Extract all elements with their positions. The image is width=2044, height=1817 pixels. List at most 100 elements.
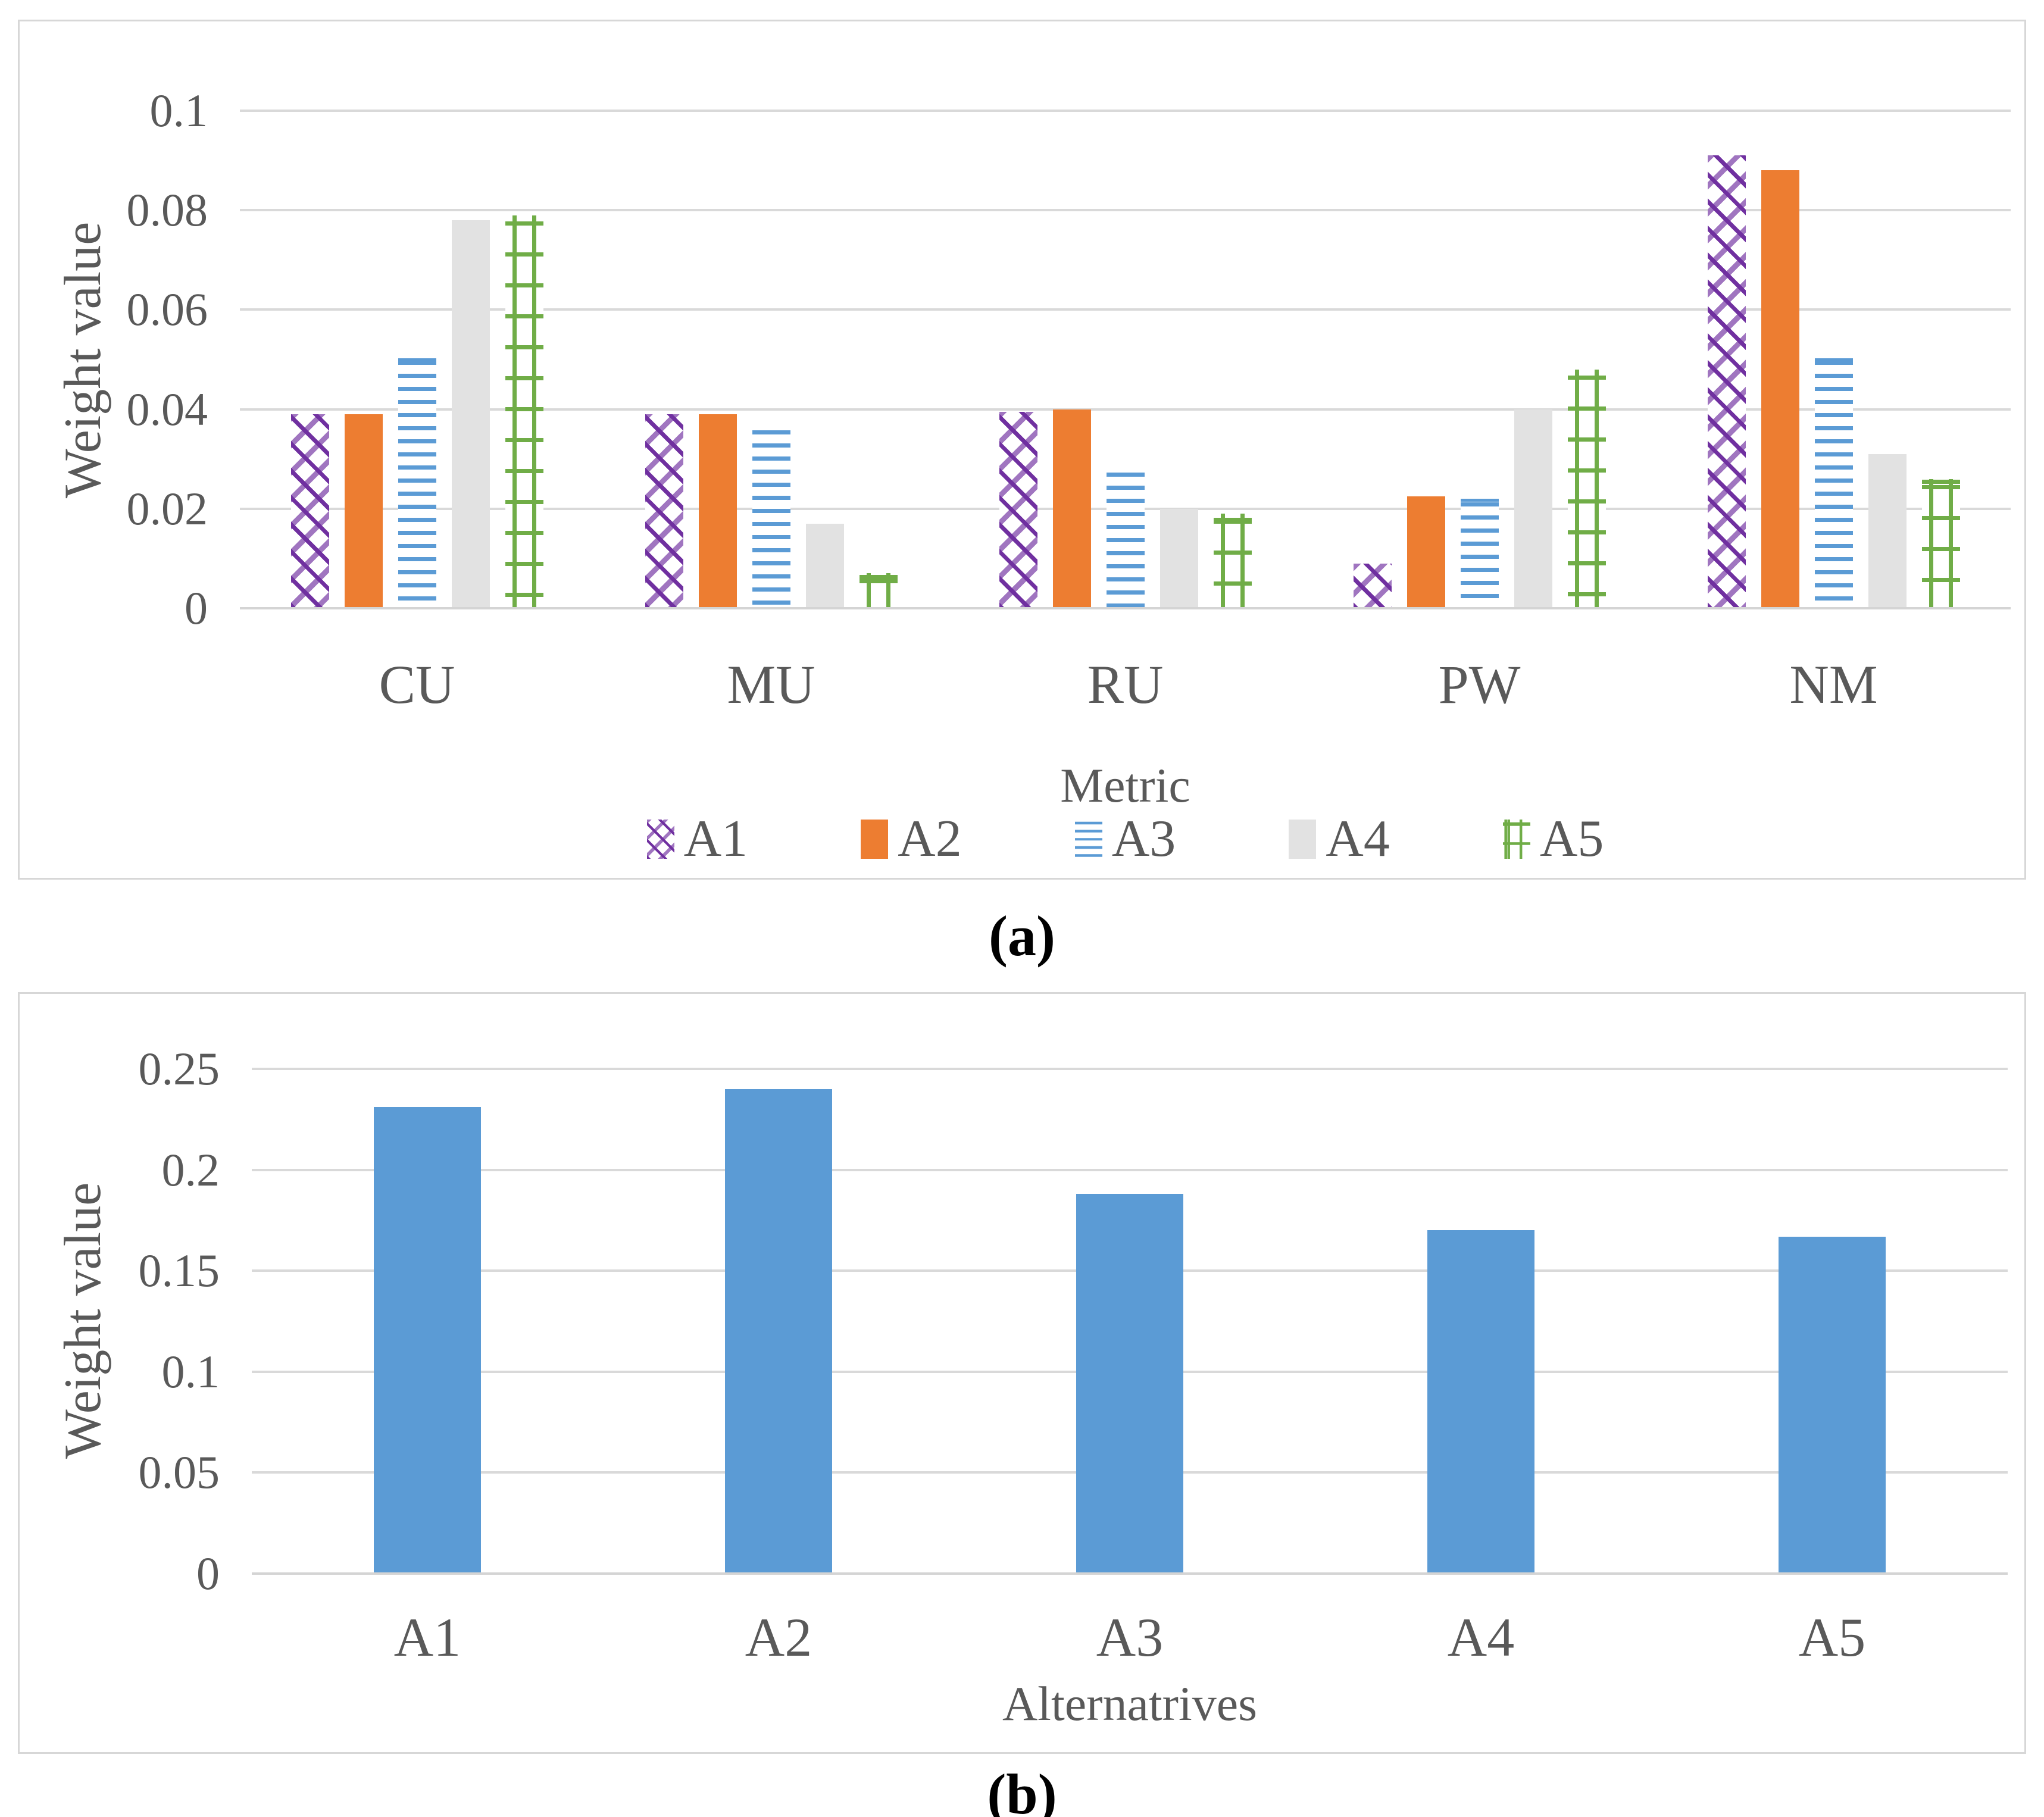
legend-item-a2: A2 — [861, 813, 962, 865]
bar-a1-mu — [645, 414, 683, 608]
x-category-label: PW — [1438, 654, 1521, 715]
bar-slot-a3 — [954, 1069, 1305, 1574]
x-category-labels-a: CU MU RU PW NM — [240, 657, 2011, 712]
y-tick-label: 0.06 — [126, 283, 208, 336]
gridline — [252, 1068, 2008, 1070]
x-category-labels-b: A1 A2 A3 A4 A5 — [252, 1610, 2008, 1665]
x-category-label: MU — [727, 654, 815, 715]
bar-groups — [252, 1069, 2008, 1574]
x-axis-title-a: Metric — [1060, 758, 1190, 812]
gridline — [240, 110, 2011, 112]
legend-label: A5 — [1539, 810, 1604, 868]
bar-a4 — [1427, 1230, 1534, 1574]
bar-a4-mu — [805, 523, 844, 608]
bar-a4-nm — [1868, 454, 1907, 608]
bar-a3-nm — [1814, 356, 1853, 608]
y-tick-label: 0.2 — [161, 1143, 220, 1196]
plot-area-b — [252, 1068, 2008, 1575]
y-tick-label: 0.05 — [138, 1446, 220, 1499]
x-axis-line — [240, 607, 2011, 609]
legend-item-a3: A3 — [1074, 810, 1176, 868]
bar-a1-pw — [1353, 563, 1392, 608]
bar-a5-pw — [1567, 369, 1606, 608]
y-axis-ticks-a: 0.1 0.08 0.06 0.04 0.02 0 — [20, 87, 216, 631]
y-tick-label: 0.25 — [138, 1043, 220, 1094]
legend-label: A2 — [898, 810, 962, 868]
bar-group-pw — [1302, 111, 1657, 608]
bar-a5-ru — [1213, 514, 1252, 608]
legend-label: A1 — [683, 810, 748, 868]
legend-swatch-a2-icon — [861, 820, 889, 859]
y-tick-label: 0.15 — [138, 1244, 220, 1297]
bar-group-ru — [948, 111, 1302, 608]
legend-item-a1: A1 — [646, 810, 748, 868]
y-tick-label: 0 — [185, 582, 208, 634]
bar-a2-cu — [344, 414, 383, 608]
y-tick-label: 0 — [196, 1547, 220, 1599]
bar-a1 — [374, 1107, 481, 1574]
legend-label: A4 — [1326, 810, 1390, 868]
gridline — [240, 209, 2011, 212]
bar-a3-ru — [1106, 468, 1145, 608]
bar-slot-a1 — [252, 1069, 603, 1574]
bar-group-cu — [240, 111, 594, 608]
y-tick-label: 0.1 — [149, 85, 208, 136]
bar-a2-pw — [1407, 496, 1445, 608]
legend-swatch-a3-icon — [1074, 820, 1102, 859]
bar-a3-mu — [752, 426, 790, 608]
bar-a2-nm — [1761, 170, 1799, 608]
bar-group-nm — [1657, 111, 2011, 608]
bar-group-mu — [594, 111, 948, 608]
y-tick-label: 0.1 — [161, 1345, 220, 1397]
bar-slot-a2 — [603, 1069, 954, 1574]
bar-a2 — [725, 1089, 832, 1574]
chart-panel-b: Weight value 0.25 0.2 0.15 0.1 0.05 0 A1 A2 A3 A… — [18, 992, 2026, 1754]
legend-swatch-a4-icon — [1289, 820, 1317, 859]
x-category-label: A5 — [1798, 1607, 1866, 1668]
caption-b: (b) — [987, 1762, 1057, 1817]
bar-a4-cu — [451, 220, 490, 608]
legend-item-a4: A4 — [1289, 813, 1390, 865]
y-tick-label: 0.02 — [126, 482, 208, 534]
bar-a1-nm — [1707, 155, 1746, 608]
gridline — [240, 308, 2011, 311]
bar-a4-pw — [1514, 409, 1552, 608]
x-axis-line — [252, 1572, 2008, 1575]
bar-a2-mu — [698, 414, 737, 608]
plot-area-a — [240, 110, 2011, 609]
caption-a: (a) — [989, 904, 1055, 968]
bar-slot-a5 — [1657, 1069, 2008, 1574]
legend-label: A3 — [1111, 810, 1176, 868]
legend-swatch-a5-icon — [1502, 820, 1530, 859]
bar-a1-ru — [999, 411, 1037, 608]
bar-slot-a4 — [1305, 1069, 1657, 1574]
x-category-label: A1 — [393, 1607, 461, 1668]
y-axis-ticks-b: 0.25 0.2 0.15 0.1 0.05 0 — [20, 1046, 228, 1597]
bar-a3 — [1076, 1194, 1183, 1574]
gridline — [252, 1168, 2008, 1171]
x-category-label: A3 — [1096, 1607, 1164, 1668]
gridline — [240, 408, 2011, 411]
chart-panel-a: Weight value 0.1 0.08 0.06 0.04 0.02 0 CU MU RU… — [18, 20, 2026, 880]
bar-a3-cu — [398, 356, 436, 608]
y-tick-label: 0.08 — [126, 184, 208, 236]
bar-a2-ru — [1052, 409, 1091, 608]
bar-a3-pw — [1460, 499, 1499, 608]
x-category-label: NM — [1789, 654, 1878, 715]
x-category-label: A4 — [1447, 1607, 1515, 1668]
x-category-label: A2 — [745, 1607, 812, 1668]
bar-a5-mu — [859, 573, 898, 608]
x-category-label: RU — [1087, 654, 1164, 715]
legend-item-a5: A5 — [1502, 810, 1604, 868]
bar-a5-nm — [1921, 479, 1960, 608]
bar-groups — [240, 111, 2011, 608]
legend-swatch-a1-icon — [646, 820, 674, 859]
y-tick-label: 0.04 — [126, 383, 208, 435]
bar-a5-cu — [505, 215, 543, 608]
legend-a: A1 A2 A3 A4 A5 — [240, 813, 2011, 865]
bar-a4-ru — [1159, 508, 1198, 608]
x-axis-title-b: Alternatrives — [1002, 1677, 1258, 1731]
bar-a5 — [1779, 1236, 1886, 1574]
x-category-label: CU — [379, 654, 455, 715]
